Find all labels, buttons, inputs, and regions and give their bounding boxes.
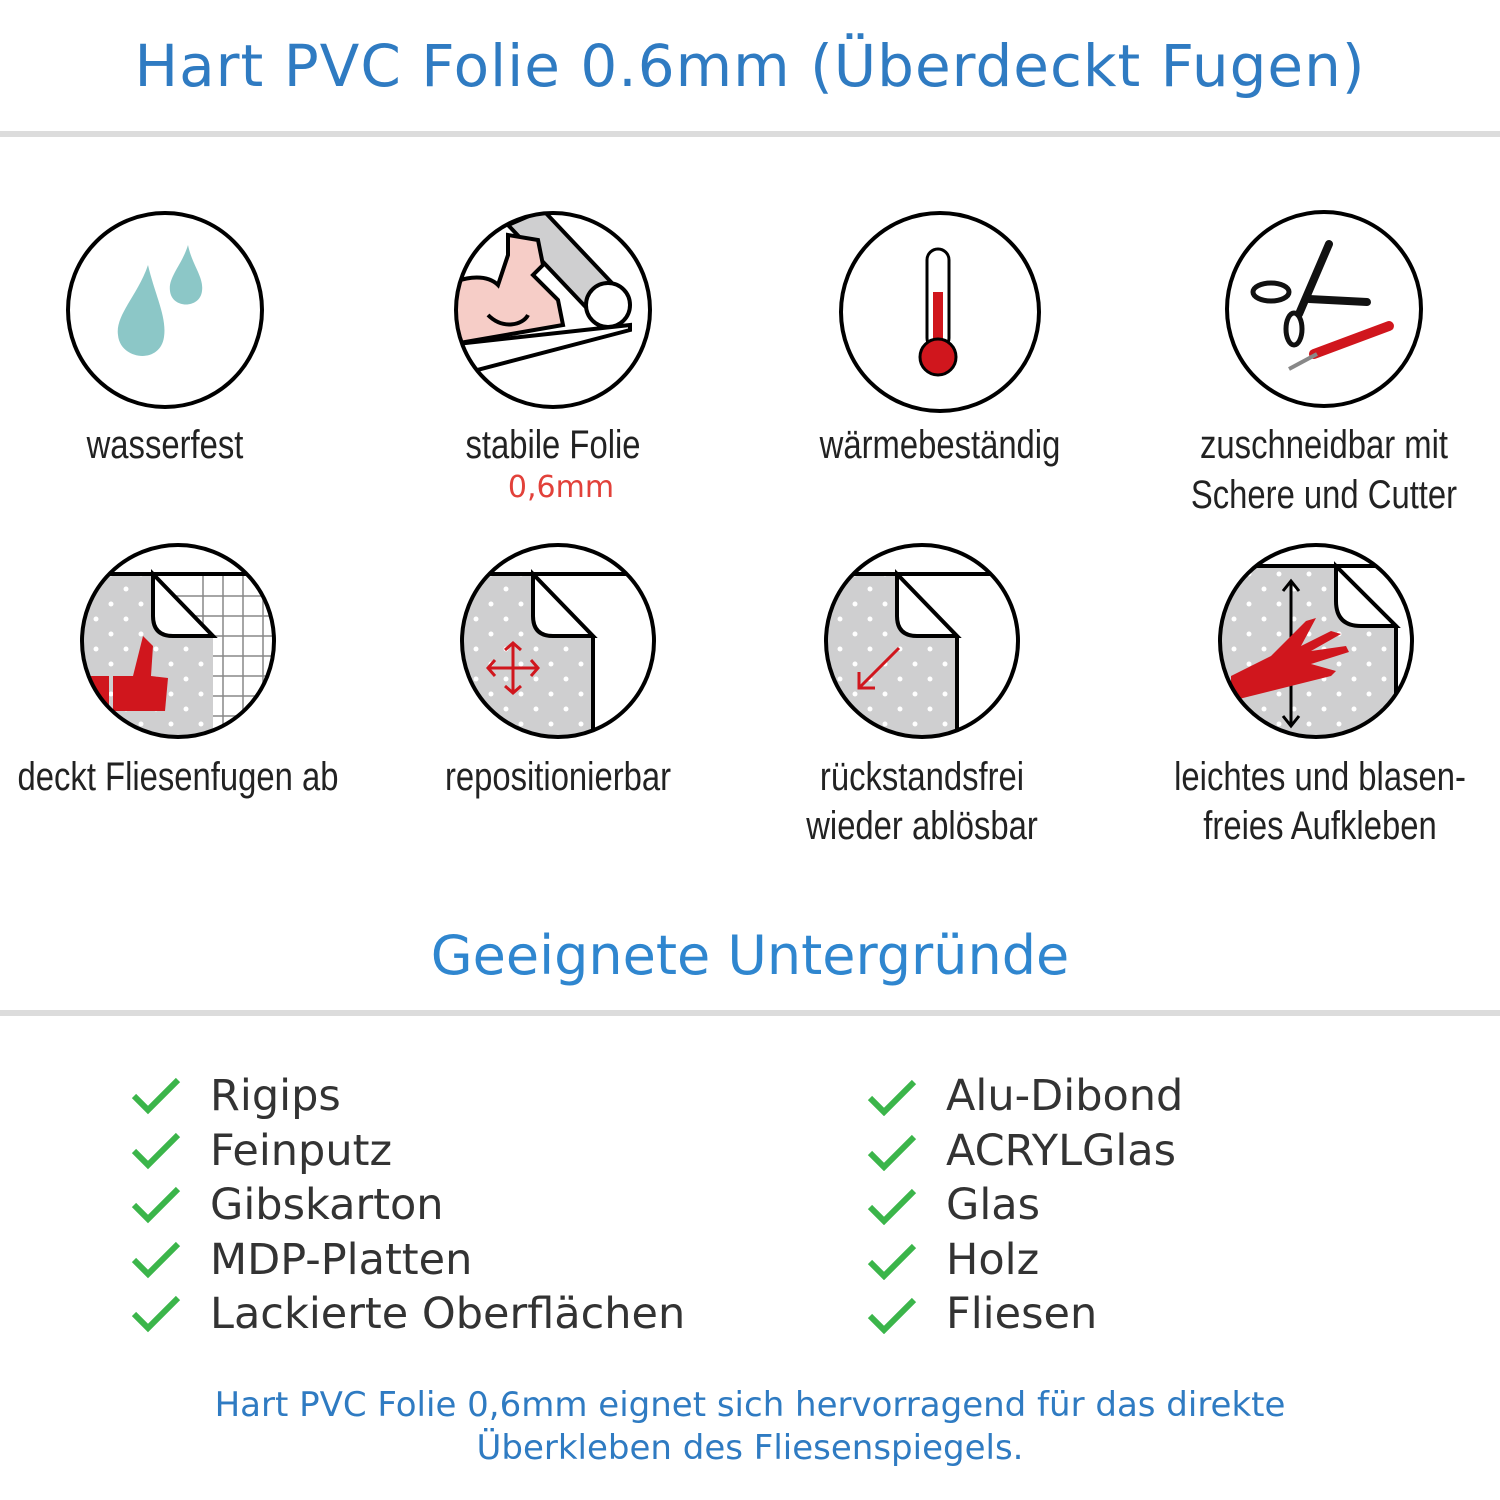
- list-item: Alu-Dibond: [866, 1069, 1183, 1124]
- list-item-label: Rigips: [210, 1071, 341, 1122]
- list-item-label: Fliesen: [946, 1289, 1098, 1340]
- list-item: Fliesen: [866, 1287, 1183, 1342]
- feature-label: stabile Folie: [465, 423, 641, 467]
- list-item-label: Gibskarton: [210, 1180, 444, 1231]
- list-item: Gibskarton: [130, 1178, 685, 1233]
- check-icon: [131, 1187, 181, 1224]
- list-item: ACRYLGlas: [866, 1124, 1183, 1179]
- list-item: Feinputz: [130, 1124, 685, 1179]
- list-item-label: Holz: [946, 1234, 1040, 1285]
- check-icon: [131, 1241, 181, 1278]
- list-item-label: Feinputz: [210, 1125, 393, 1176]
- hand-smooth-icon: [1218, 543, 1414, 739]
- feature-label: deckt Fliesenfugen ab: [17, 755, 339, 799]
- list-item: Rigips: [130, 1069, 685, 1124]
- list-item: Holz: [866, 1233, 1183, 1288]
- feature-label: freies Aufkleben: [1203, 804, 1437, 848]
- surfaces-list-right: Alu-Dibond ACRYLGlas Glas Holz Fliesen: [866, 1069, 1183, 1342]
- feature-label: rückstandsfrei: [819, 755, 1025, 799]
- list-item-label: ACRYLGlas: [946, 1125, 1177, 1176]
- check-icon: [867, 1243, 917, 1280]
- thumb-up-tiles-icon: [80, 543, 276, 739]
- feature-label: repositionierbar: [444, 755, 672, 799]
- feature-sublabel: 0,6mm: [507, 470, 615, 505]
- move-arrows-icon: [460, 543, 656, 739]
- list-item-label: Glas: [946, 1180, 1041, 1231]
- check-icon: [867, 1134, 917, 1171]
- feature-label: wärmebeständig: [819, 423, 1061, 467]
- list-item: Glas: [866, 1178, 1183, 1233]
- footer-note: Hart PVC Folie 0,6mm eignet sich hervorr…: [0, 1384, 1500, 1470]
- scissors-cutter-icon: [1225, 210, 1423, 408]
- feature-label: zuschneidbar mit: [1200, 423, 1448, 467]
- check-icon: [867, 1080, 917, 1117]
- list-item-label: MDP-Platten: [210, 1234, 473, 1285]
- footer-line: Überkleben des Fliesenspiegels.: [476, 1428, 1024, 1468]
- check-icon: [867, 1189, 917, 1226]
- divider: [0, 1010, 1500, 1016]
- check-icon: [131, 1132, 181, 1169]
- peel-arrow-icon: [824, 543, 1020, 739]
- list-item: MDP-Platten: [130, 1233, 685, 1288]
- section-title: Geeignete Untergründe: [430, 924, 1070, 987]
- water-drops-icon: [66, 211, 264, 409]
- surfaces-list-left: Rigips Feinputz Gibskarton MDP-Platten L…: [130, 1069, 685, 1342]
- footer-line: Hart PVC Folie 0,6mm eignet sich hervorr…: [214, 1385, 1286, 1425]
- divider: [0, 131, 1500, 137]
- list-item: Lackierte Oberflächen: [130, 1287, 685, 1342]
- feature-label: Schere und Cutter: [1190, 473, 1458, 517]
- thermometer-icon: [839, 211, 1041, 413]
- page-title: Hart PVC Folie 0.6mm (Überdeckt Fugen): [134, 32, 1366, 100]
- check-icon: [867, 1298, 917, 1335]
- feature-label: leichtes und blasen-: [1174, 755, 1466, 799]
- list-item-label: Alu-Dibond: [946, 1071, 1184, 1122]
- strong-arm-roll-icon: [454, 211, 652, 409]
- check-icon: [131, 1296, 181, 1333]
- feature-label: wasserfest: [86, 423, 244, 467]
- check-icon: [131, 1078, 181, 1115]
- feature-label: wieder ablösbar: [806, 804, 1038, 848]
- list-item-label: Lackierte Oberflächen: [210, 1289, 686, 1340]
